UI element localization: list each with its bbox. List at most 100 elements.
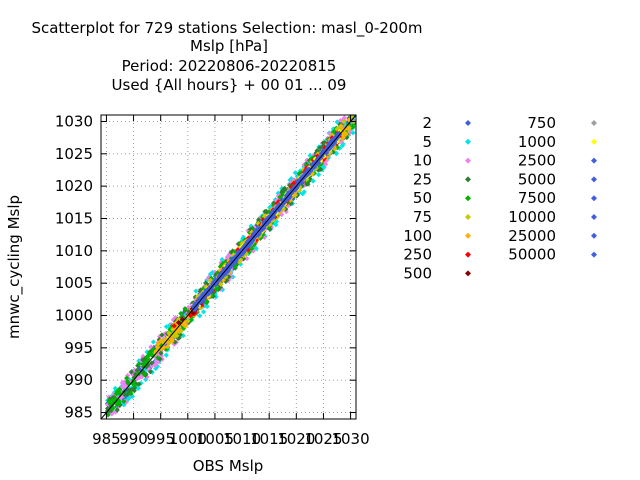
scatter-point — [268, 203, 274, 209]
scatter-point — [215, 284, 221, 290]
scatter-point — [330, 149, 336, 155]
legend-label: 2 — [422, 114, 432, 132]
legend-label: 50 — [413, 189, 432, 207]
scatter-point — [197, 299, 203, 306]
legend-label: 750 — [527, 114, 556, 132]
x-tick-label: 995 — [146, 430, 175, 448]
scatter-point — [218, 278, 225, 284]
scatter-point — [591, 214, 597, 220]
scatter-point — [114, 388, 120, 394]
scatter-point — [123, 399, 130, 405]
scatter-point — [120, 384, 126, 390]
scatter-point — [211, 289, 217, 296]
x-tick-label: 990 — [119, 430, 148, 448]
scatter-point — [128, 387, 134, 393]
x-tick-label: 1025 — [304, 430, 342, 448]
scatter-point — [117, 402, 123, 408]
scatter-point — [341, 120, 348, 127]
scatter-point — [122, 392, 128, 398]
scatter-point — [149, 360, 155, 366]
scatter-point — [200, 309, 207, 315]
scatter-point — [263, 216, 270, 222]
legend-label: 10 — [413, 152, 432, 170]
legend-item-250: 250 — [403, 246, 471, 264]
scatter-point — [166, 330, 172, 336]
scatter-point — [338, 126, 344, 132]
scatter-point — [121, 398, 127, 405]
scatter-point — [116, 389, 122, 395]
scatter-point — [136, 361, 142, 367]
scatter-point — [312, 163, 318, 169]
scatter-point — [227, 253, 233, 259]
scatter-point — [304, 181, 310, 187]
scatter-point — [141, 371, 147, 377]
scatter-point — [465, 120, 471, 126]
x-tick-label: 1020 — [277, 430, 315, 448]
scatter-point — [261, 224, 267, 230]
scatter-point — [109, 404, 116, 410]
scatter-point — [337, 145, 343, 151]
y-tick-label: 990 — [64, 371, 93, 389]
scatter-point — [144, 374, 150, 380]
scatter-point — [325, 143, 331, 149]
scatter-point — [134, 367, 140, 373]
y-axis-label: mnwc_cycling Mslp — [5, 195, 24, 339]
scatter-point — [164, 343, 171, 350]
legend-item-750: 750 — [527, 114, 597, 132]
scatter-point — [256, 229, 262, 235]
scatter-point — [218, 281, 224, 287]
scatter-point — [153, 365, 159, 372]
legend-item-10000: 10000 — [508, 208, 597, 226]
legend-item-5: 5 — [422, 133, 471, 151]
scatter-point — [252, 231, 258, 237]
scatter-point — [591, 195, 597, 202]
scatter-point — [341, 118, 347, 125]
scatter-point — [115, 404, 122, 410]
scatter-point — [121, 379, 127, 385]
scatter-point — [214, 278, 221, 285]
y-tick-label: 1030 — [55, 112, 93, 130]
legend-item-25000: 25000 — [508, 227, 597, 245]
scatter-point — [131, 379, 137, 385]
scatter-point — [205, 290, 211, 296]
scatter-point — [104, 405, 111, 412]
scatter-point — [208, 275, 214, 281]
scatter-point — [113, 409, 119, 415]
scatter-point — [291, 184, 297, 190]
scatter-point — [185, 304, 191, 311]
scatter-point — [287, 192, 293, 198]
legend-item-7500: 7500 — [518, 189, 597, 207]
x-tick-label: 1010 — [223, 430, 261, 448]
scatter-point — [123, 395, 129, 401]
legend-label: 100 — [403, 227, 432, 245]
scatter-point — [279, 185, 285, 192]
scatter-point — [274, 204, 281, 210]
scatter-point — [121, 402, 127, 408]
scatter-point — [350, 124, 356, 130]
scatter-point — [175, 316, 182, 322]
scatter-point — [154, 344, 161, 350]
legend-label: 25000 — [508, 227, 556, 245]
x-tick-label: 1030 — [331, 430, 369, 448]
legend: 2510255075100250500750100025005000750010… — [403, 114, 597, 282]
scatter-point — [193, 288, 199, 294]
scatter-point — [135, 362, 141, 369]
scatter-point — [208, 293, 214, 299]
scatter-point — [307, 152, 313, 159]
scatter-point — [222, 266, 228, 272]
scatter-point — [128, 390, 134, 397]
scatter-point — [258, 234, 264, 241]
y-tick-label: 1025 — [55, 145, 93, 163]
scatter-point — [591, 138, 597, 145]
scatter-point — [221, 270, 227, 277]
scatter-point — [320, 150, 326, 157]
scatter-point — [159, 332, 165, 338]
scatter-point — [188, 317, 194, 323]
x-tick-label: 1005 — [196, 430, 234, 448]
x-tick-label: 1000 — [169, 430, 207, 448]
scatter-point — [112, 385, 118, 391]
diagonal-reference-line — [100, 114, 357, 420]
scatter-point — [150, 339, 157, 345]
scatter-point — [323, 154, 330, 160]
